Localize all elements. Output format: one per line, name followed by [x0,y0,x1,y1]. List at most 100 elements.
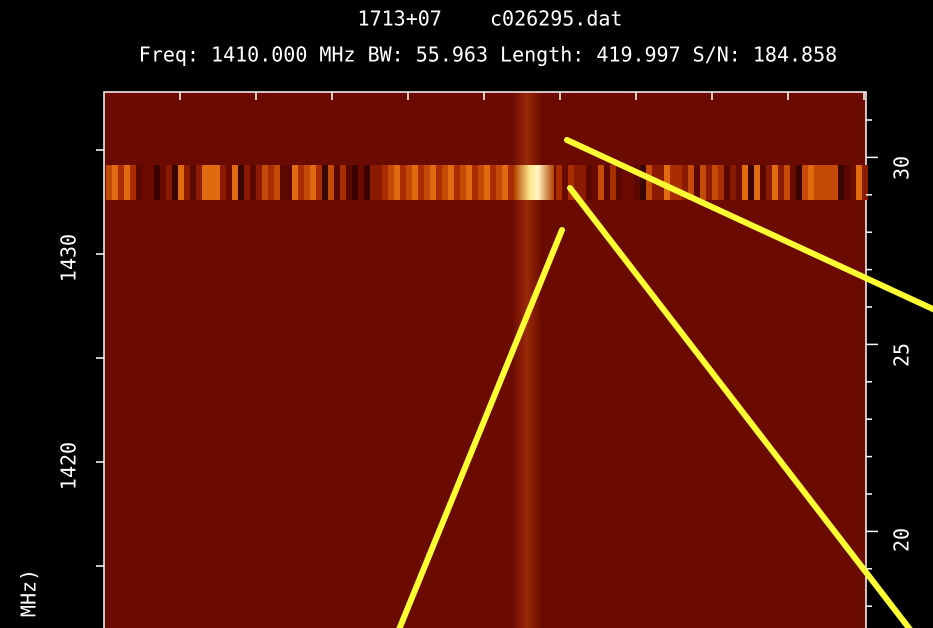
band-stripe [682,165,688,200]
band-stripe [484,165,490,200]
band-stripe [826,165,832,200]
band-stripe [724,165,730,200]
band-stripe [346,165,352,200]
annotation-lines [396,137,933,628]
band-stripe [214,165,220,200]
band-stripe [664,165,670,200]
band-stripe [298,165,304,200]
band-stripe [556,165,562,200]
band-stripe [766,165,772,200]
band-stripe [712,165,718,200]
band-stripe [250,165,256,200]
band-stripe [478,165,484,200]
left-axis-label: MHz) [17,569,41,617]
title: 1713+07 c026295.dat [358,7,623,31]
band-stripe [340,165,346,200]
band-stripe [730,165,736,200]
band-stripe [676,165,682,200]
band-stripe [370,165,376,200]
band-stripe [862,165,868,200]
band-stripe [106,165,112,200]
right-tick-label: 20 [890,528,914,552]
band-stripe [190,165,196,200]
band-stripe [178,165,184,200]
band-stripe [406,165,412,200]
band-stripe [322,165,328,200]
band-stripe [472,165,478,200]
band-stripe [574,165,580,200]
band-stripe [316,165,322,200]
band-stripe [142,165,148,200]
band-stripe [814,165,820,200]
band-stripe [706,165,712,200]
band-stripe [592,165,598,200]
band-stripe [364,165,370,200]
band-stripe [358,165,364,200]
band-stripe [268,165,274,200]
band-stripe [772,165,778,200]
band-stripe [850,165,856,200]
band-stripe [388,165,394,200]
band-stripe [646,165,652,200]
band-stripe [634,165,640,200]
band-stripe [382,165,388,200]
band-stripe [274,165,280,200]
band-stripe [130,165,136,200]
band-stripe [448,165,454,200]
band-stripe [670,165,676,200]
pulse-band [106,165,868,200]
pulse-peak [514,165,554,200]
band-stripe [748,165,754,200]
band-stripe [442,165,448,200]
band-stripe [808,165,814,200]
band-stripe [496,165,502,200]
subtitle: Freq: 1410.000 MHz BW: 55.963 Length: 41… [139,43,837,67]
band-stripe [454,165,460,200]
band-stripe [202,165,208,200]
band-stripe [334,165,340,200]
band-stripe [832,165,838,200]
band-stripe [640,165,646,200]
band-stripe [790,165,796,200]
band-stripe [430,165,436,200]
band-stripe [280,165,286,200]
band-stripe [856,165,862,200]
band-stripe [568,165,574,200]
band-stripe [490,165,496,200]
band-stripe [424,165,430,200]
band-stripe [436,165,442,200]
band-stripe [778,165,784,200]
band-stripe [166,165,172,200]
band-stripe [418,165,424,200]
band-stripe [598,165,604,200]
band-stripe [232,165,238,200]
band-stripe [196,165,202,200]
band-stripe [304,165,310,200]
band-stripe [688,165,694,200]
annotation-line [564,137,933,313]
band-stripe [622,165,628,200]
band-stripe [154,165,160,200]
band-stripe [124,165,130,200]
band-stripe [586,165,592,200]
band-stripe [172,165,178,200]
annotation-line [567,185,913,628]
band-stripe [760,165,766,200]
band-stripe [796,165,802,200]
band-stripe [562,165,568,200]
band-stripe [352,165,358,200]
left-tick-label: 1420 [57,442,81,490]
band-stripe [784,165,790,200]
band-stripe [604,165,610,200]
band-stripe [700,165,706,200]
band-stripe [820,165,826,200]
band-stripe [118,165,124,200]
band-stripe [286,165,292,200]
band-stripe [412,165,418,200]
band-stripe [256,165,262,200]
band-stripe [208,165,214,200]
right-tick-label: 25 [890,343,914,367]
band-stripe [508,165,514,200]
band-stripe [628,165,634,200]
